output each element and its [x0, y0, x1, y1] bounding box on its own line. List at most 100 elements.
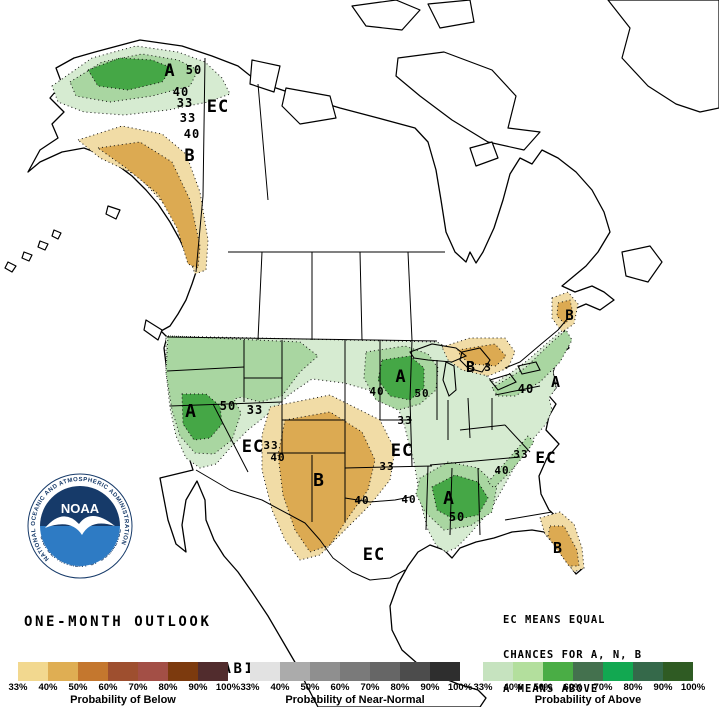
map-label: 33: [513, 448, 528, 461]
colorbar-swatch: [603, 662, 633, 681]
map-label: A: [164, 61, 175, 81]
map-label: 50: [186, 63, 202, 77]
colorbar-caption: Probability of Below: [70, 694, 176, 706]
legend-line: CHANCES FOR A, N, B: [503, 648, 643, 661]
noaa-logo: NATIONAL OCEANIC AND ATMOSPHERIC ADMINIS…: [27, 473, 133, 579]
colorbar-swatch: [430, 662, 460, 681]
logo-sea: [40, 526, 120, 566]
colorbar-tick: 70%: [360, 682, 380, 693]
colorbar-tick: 33%: [473, 682, 493, 693]
colorbar-swatch: [340, 662, 370, 681]
title-line: ONE-MONTH OUTLOOK: [24, 614, 212, 630]
map-label: 33: [247, 403, 263, 417]
colorbar-tick: 80%: [390, 682, 410, 693]
colorbar-tick: 90%: [653, 682, 673, 693]
colorbar-swatch: [280, 662, 310, 681]
colorbar-tick: 60%: [98, 682, 118, 693]
great-lakes: [409, 343, 541, 397]
map-label: B: [313, 470, 325, 491]
colorbar-tick: 80%: [158, 682, 178, 693]
colorbar-tick: 60%: [330, 682, 350, 693]
map-label: EC: [535, 448, 556, 467]
colorbar-swatch: [543, 662, 573, 681]
map-label: B: [466, 358, 476, 376]
map-label: 40: [401, 493, 416, 506]
colorbar-swatch: [18, 662, 48, 681]
political-borders: [166, 57, 569, 581]
colorbar-above: 33% 40% 50% 60% 70% 80% 90% 100% Probability of…: [473, 662, 705, 707]
map-label: 40: [270, 451, 285, 464]
colorbar-tick: 70%: [128, 682, 148, 693]
colorbar-tick: 100%: [447, 682, 473, 693]
maine-below-normal-region: [551, 291, 579, 333]
colorbar-caption: Probability of Near-Normal: [285, 694, 425, 706]
logo-seagull: [45, 515, 115, 535]
colorbar-swatch: [483, 662, 513, 681]
map-label: 50: [449, 510, 465, 524]
colorbar-tick: 70%: [593, 682, 613, 693]
colorbar-swatch: [250, 662, 280, 681]
colorbar-swatches: [483, 662, 693, 681]
legend-line: A MEANS ABOVE: [503, 683, 599, 695]
colorbar-tick: 40%: [38, 682, 58, 693]
colorbar-tick: 50%: [68, 682, 88, 693]
logo-sky: [40, 486, 120, 526]
colorbar-ticks: 33% 40% 50% 60% 70% 80% 90% 100%: [473, 681, 705, 693]
map-label: 40: [354, 494, 369, 507]
colorbar-swatch: [633, 662, 663, 681]
colorbar-swatch: [108, 662, 138, 681]
map-label: B: [553, 539, 563, 557]
colorbar-ticks: 33% 40% 50% 60% 70% 80% 90% 100%: [240, 681, 472, 693]
colorbar-tick: 50%: [533, 682, 553, 693]
map-label: EC: [207, 97, 229, 117]
colorbar-tick: 33%: [8, 682, 28, 693]
colorbar-swatch: [370, 662, 400, 681]
colorbar-tick: 40%: [270, 682, 290, 693]
map-label: 40: [518, 382, 534, 396]
colorbar-tick: 50%: [300, 682, 320, 693]
alaska-above-normal-region: [51, 45, 231, 116]
legend-line: EC MEANS EQUAL: [503, 614, 606, 626]
map-label: 3: [484, 361, 492, 374]
map-label: EC: [363, 545, 385, 565]
colorbar-tick: 80%: [623, 682, 643, 693]
colorbar-swatch: [310, 662, 340, 681]
logo-acronym: NOAA: [61, 501, 100, 516]
map-label: 33: [177, 96, 193, 110]
map-label: A: [185, 401, 197, 422]
colorbar-swatch: [663, 662, 693, 681]
colorbar-swatches: [250, 662, 460, 681]
map-label: 33: [180, 111, 196, 125]
map-label: B: [184, 146, 195, 166]
map-label: 33: [263, 439, 278, 452]
map-label: EC: [391, 441, 413, 461]
colorbar-swatch: [573, 662, 603, 681]
colorbar-tick: 33%: [240, 682, 260, 693]
map-label: A: [443, 488, 455, 509]
map-label: EC: [242, 437, 264, 457]
map-label: 33: [379, 460, 394, 473]
map-label: 50: [220, 399, 236, 413]
colorbar-ticks: 33% 40% 50% 60% 70% 80% 90% 100%: [8, 681, 240, 693]
colorbar-near-normal: 33% 40% 50% 60% 70% 80% 90% 100% Probability of…: [240, 662, 472, 707]
legend-block: EC MEANS EQUAL CHANCES FOR A, N, B A MEA…: [503, 592, 642, 707]
map-label: 40: [494, 464, 509, 477]
map-label: A: [551, 373, 561, 391]
colorbar-tick: 90%: [420, 682, 440, 693]
colorbar-swatch: [78, 662, 108, 681]
map-label: 40: [173, 85, 189, 99]
great-lakes-below-normal-region: [441, 337, 516, 377]
map-label: 40: [369, 385, 384, 398]
map-label: A: [395, 367, 406, 387]
colorbar-swatch: [513, 662, 543, 681]
four-corners-below-normal-region: [261, 394, 396, 561]
colorbar-swatch: [168, 662, 198, 681]
colorbar-tick: 100%: [680, 682, 706, 693]
colorbar-swatches: [18, 662, 228, 681]
colorbar-below: 33% 40% 50% 60% 70% 80% 90% 100% Probability of…: [8, 662, 240, 707]
alaska-below-normal-region: [77, 125, 209, 275]
arctic-islands: [4, 0, 719, 341]
